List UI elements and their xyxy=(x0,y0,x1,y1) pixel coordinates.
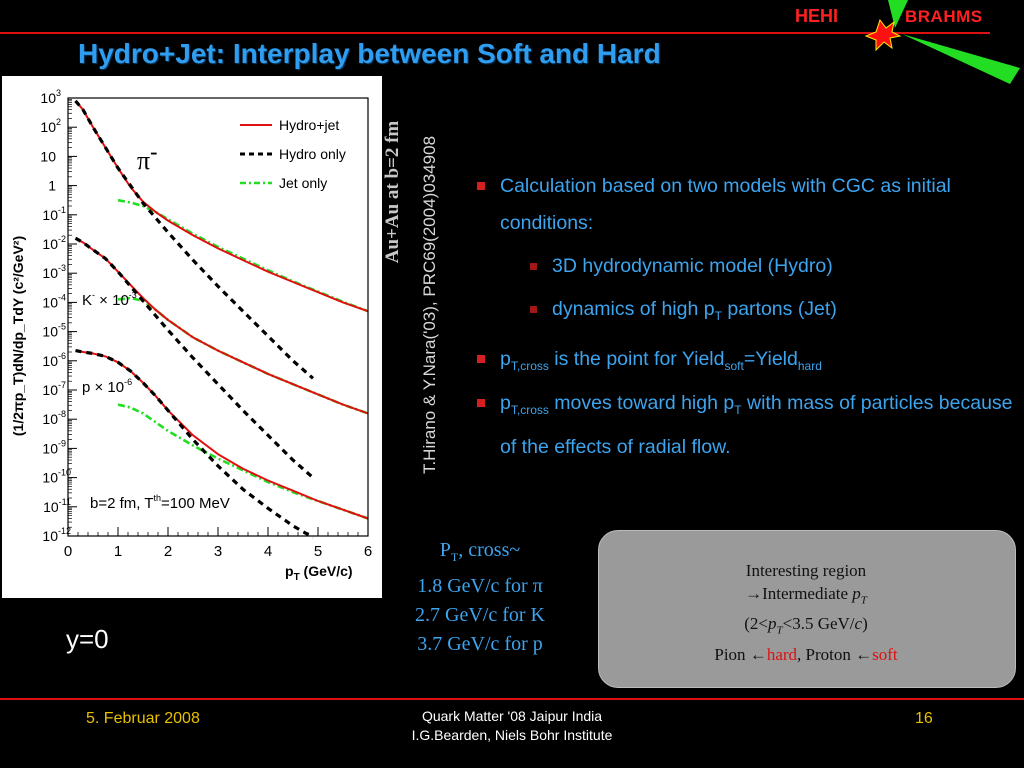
series-line-hydro-jet-2 xyxy=(75,349,369,520)
bullet-models: Calculation based on two models with CGC… xyxy=(476,168,1016,242)
legend-label-hydro-jet: Hydro+jet xyxy=(279,117,339,133)
collision-system-label: Au+Au at b=2 fm xyxy=(382,120,403,264)
box-line-4: Pion ←hard, Proton ←soft xyxy=(714,644,898,664)
y-tick-label: 10-4 xyxy=(42,292,66,310)
box-line-2: →Intermediate pT xyxy=(745,584,867,607)
arrow-left-icon: ← xyxy=(855,644,873,664)
y-tick-label: 10-9 xyxy=(42,438,66,456)
box-line-1: Interesting region xyxy=(745,561,867,580)
ptcross-pion: 1.8 GeV/c for π xyxy=(417,575,543,597)
plot-frame xyxy=(67,97,369,537)
y-tick-label: 10-11 xyxy=(43,497,71,515)
series-line-jet-only-0 xyxy=(117,198,369,313)
series-line-hydro-jet-1 xyxy=(75,237,369,415)
arrow-right-icon: → xyxy=(745,584,763,603)
interesting-region-box xyxy=(598,530,1016,688)
x-tick-label: 5 xyxy=(314,543,322,560)
y-tick-label: 10-6 xyxy=(42,351,66,369)
ptcross-kaon: 2.7 GeV/c for K xyxy=(415,604,545,626)
params-annotation: b=2 fm, Tth=100 MeV xyxy=(90,493,230,512)
spectra-chart: 0 1 2 3 4 5 6 103 102 10 1 10-1 10-2 10-3 10-4 10-5 10-6… xyxy=(2,76,382,598)
y-tick-label: 10-2 xyxy=(42,234,66,252)
bullet-ptcross-definition: pT,cross is the point for Yieldsoft=Yiel… xyxy=(476,341,1016,385)
footer-conference-line-2: I.G.Bearden, Niels Bohr Institute xyxy=(411,727,613,743)
arrow-left-icon: ← xyxy=(749,644,767,664)
x-axis-label: pT (GeV/c) xyxy=(285,563,353,583)
series-line-hydro-only-2 xyxy=(75,349,314,539)
y-tick-label: 1 xyxy=(48,178,56,194)
footer-rule xyxy=(0,698,1024,700)
footer-conference-line-1: Quark Matter '08 Jaipur India xyxy=(421,708,603,724)
series-line-hydro-only-0 xyxy=(74,99,315,380)
ptcross-values: PT, cross~ 1.8 GeV/c for π 2.7 GeV/c for… xyxy=(380,536,580,659)
y-tick-label: 102 xyxy=(40,117,61,135)
spectra-chart-svg: 0 1 2 3 4 5 610310210110-110-210-310-410-510-6… xyxy=(10,88,372,583)
proton-annotation: p × 10-6 xyxy=(82,377,132,396)
x-tick-label: 4 xyxy=(264,543,272,560)
y-tick-label: 10-10 xyxy=(42,468,71,486)
interesting-region-text: Interesting region →Intermediate pT (2<p… xyxy=(598,559,1014,666)
x-tick-label: 6 xyxy=(364,543,372,560)
hehi-logo-text: HEHI xyxy=(795,6,839,26)
x-tick-label: 1 xyxy=(114,543,122,560)
sub-bullet-jet: dynamics of high pT partons (Jet) xyxy=(476,291,1016,335)
page-number: 16 xyxy=(915,710,933,727)
y-tick-label: 103 xyxy=(40,88,61,106)
reference-label: T.Hirano & Y.Nara('03), PRC69(2004)03490… xyxy=(420,135,439,475)
brahms-logo-text: BRAHMS xyxy=(905,7,983,26)
y-tick-label: 10-1 xyxy=(42,205,66,223)
y-tick-label: 10-5 xyxy=(42,322,66,340)
legend-label-jet-only: Jet only xyxy=(279,175,327,191)
series-line-hydro-only-1 xyxy=(74,236,315,479)
x-tick-label: 3 xyxy=(214,543,222,560)
x-tick-label: 0 xyxy=(64,543,72,560)
rapidity-label: y=0 xyxy=(66,624,109,654)
ptcross-proton: 3.7 GeV/c for p xyxy=(417,633,543,655)
legend: Hydro+jet Hydro only Jet only xyxy=(240,117,346,191)
brahms-logo-icon xyxy=(864,0,1020,84)
y-tick-label: 10-8 xyxy=(42,409,66,427)
header-rule xyxy=(0,32,990,34)
y-axis-label: (1/2πp_T)dN/dp_TdY (c²/GeV²) xyxy=(10,236,26,436)
y-tick-label: 10-12 xyxy=(42,526,71,544)
y-tick-label: 10-7 xyxy=(42,380,66,398)
ptcross-heading: PT, cross~ xyxy=(439,539,521,564)
footer-date: 5. Februar 2008 xyxy=(86,710,200,727)
slide-title: Hydro+Jet: Interplay between Soft and Ha… xyxy=(78,38,661,69)
box-line-3: (2<pT<3.5 GeV/c) xyxy=(744,614,868,637)
y-tick-label: 10-3 xyxy=(42,263,66,281)
sub-bullet-hydro: 3D hydrodynamic model (Hydro) xyxy=(476,248,1016,285)
kaon-annotation: K- × 10-3 xyxy=(82,290,137,309)
bullet-list: Calculation based on two models with CGC… xyxy=(476,168,1016,466)
y-tick-label: 10 xyxy=(40,148,56,164)
legend-label-hydro-only: Hydro only xyxy=(279,146,346,162)
pion-annotation: π- xyxy=(137,139,157,175)
footer-conference: Quark Matter '08 Jaipur India I.G.Bearde… xyxy=(362,707,662,745)
bullet-ptcross-mass: pT,cross moves toward high pT with mass … xyxy=(476,385,1016,466)
series-line-jet-only-2 xyxy=(117,403,369,520)
x-tick-label: 2 xyxy=(164,543,172,560)
